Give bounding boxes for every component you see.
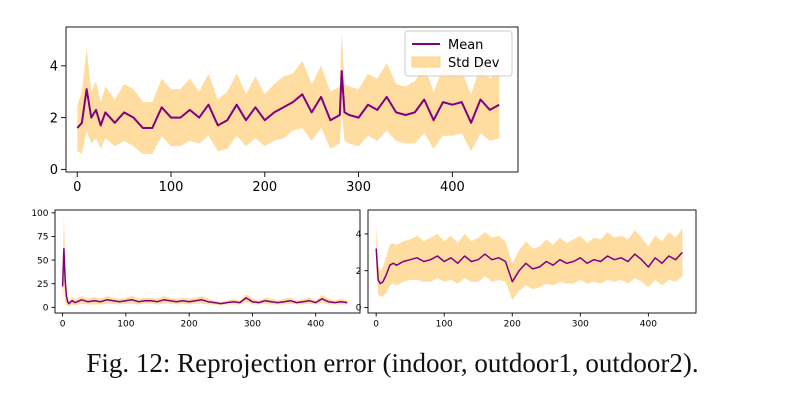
x-tick-label: 0: [73, 180, 81, 195]
x-tick-label: 0: [60, 320, 66, 330]
mean-line: [375, 248, 683, 285]
chart-2: 0 100 200 300 400 0 25 50 75 100: [31, 209, 361, 330]
y-tick-label: 50: [37, 256, 49, 266]
chart-3: 0 100 200 300 400 0 2 4: [356, 209, 697, 330]
y-tick-label: 4: [50, 60, 58, 75]
mean-line: [76, 70, 500, 129]
x-tick-label: 400: [640, 320, 657, 330]
x-tick-label: 200: [181, 320, 198, 330]
legend-mean-label: Mean: [448, 38, 483, 53]
x-tick-label: 400: [307, 320, 324, 330]
y-tick-label: 2: [50, 111, 58, 126]
y-tick-label: 2: [356, 267, 362, 277]
std-band: [62, 215, 348, 307]
y-tick-label: 0: [50, 163, 58, 178]
y-tick-label: 4: [356, 230, 362, 240]
y-tick-label: 100: [31, 209, 48, 219]
chart-1: 0 100 200 300 400 0 2 4 Mean Std Dev: [50, 26, 519, 195]
axes-frame: [54, 209, 361, 314]
y-tick-label: 75: [37, 233, 48, 243]
x-tick-label: 100: [436, 320, 453, 330]
x-tick-label: 100: [159, 180, 184, 195]
y-tick-label: 25: [37, 280, 48, 290]
x-tick-label: 200: [252, 180, 277, 195]
legend-std-label: Std Dev: [448, 56, 500, 71]
x-tick-label: 100: [117, 320, 134, 330]
mean-line: [61, 247, 348, 305]
legend-std-swatch: [411, 56, 441, 68]
x-tick-label: 400: [440, 180, 465, 195]
axes-frame: [367, 209, 697, 314]
std-band: [376, 224, 683, 301]
figure-caption: Fig. 12: Reprojection error (indoor, out…: [86, 348, 699, 378]
axes-frame: [65, 26, 519, 173]
x-tick-label: 300: [244, 320, 261, 330]
x-tick-label: 300: [572, 320, 589, 330]
y-tick-label: 0: [356, 304, 362, 314]
std-band: [77, 32, 500, 154]
x-tick-label: 300: [346, 180, 371, 195]
x-tick-label: 0: [373, 320, 379, 330]
y-tick-label: 0: [43, 304, 49, 314]
x-tick-label: 200: [504, 320, 521, 330]
